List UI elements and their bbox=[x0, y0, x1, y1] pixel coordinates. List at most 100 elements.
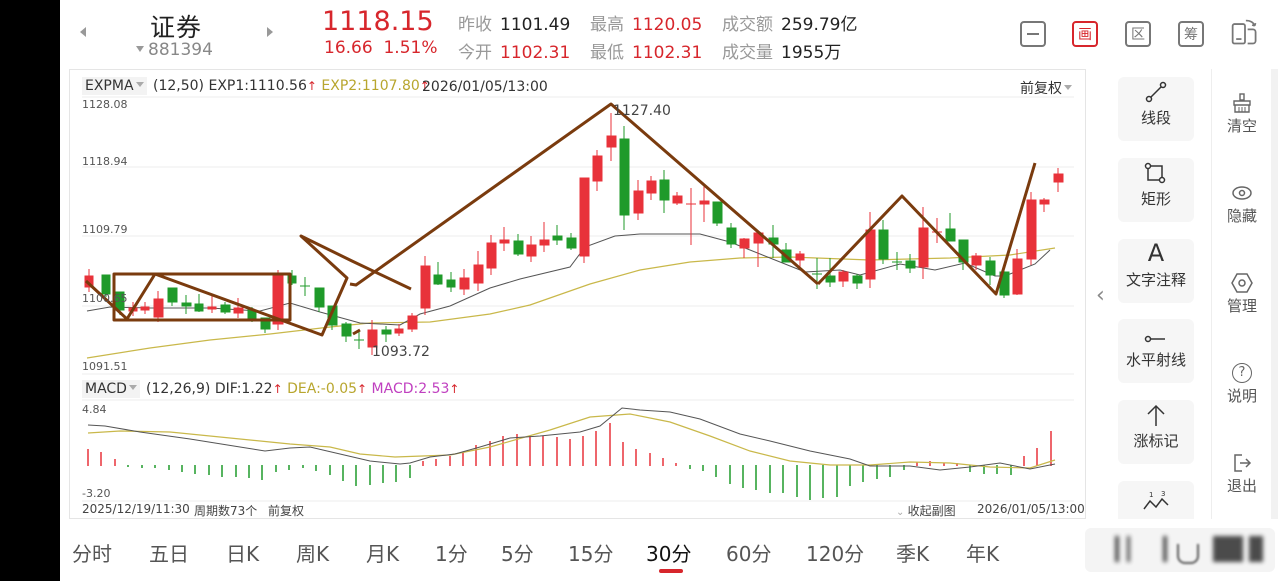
chips-icon: 筹 bbox=[1184, 27, 1198, 43]
caret-down-icon bbox=[1064, 85, 1072, 90]
manage-label: 清空 bbox=[1226, 117, 1257, 135]
adjust-selector[interactable]: 前复权 bbox=[1020, 78, 1072, 98]
tab-30min[interactable]: 30分 bbox=[646, 542, 692, 566]
tool-text-annotation[interactable]: A 文字注释 bbox=[1118, 239, 1194, 303]
exp1-value: EXP1:1110.56 bbox=[208, 78, 307, 94]
svg-text:3: 3 bbox=[1161, 490, 1165, 498]
change-value: 16.66 bbox=[324, 38, 373, 58]
tab-5min[interactable]: 5分 bbox=[501, 542, 534, 566]
adjust-label: 前复权 bbox=[1020, 81, 1062, 97]
stock-name: 证券 bbox=[150, 13, 203, 42]
collapse-subchart-button[interactable]: ⌄ 收起副图 bbox=[896, 502, 956, 519]
tab-intraday[interactable]: 分时 bbox=[72, 542, 112, 566]
tab-1min[interactable]: 1分 bbox=[435, 542, 468, 566]
chevron-down-icon: ⌄ bbox=[896, 507, 908, 518]
minus-icon bbox=[1027, 33, 1039, 35]
tab-yearly-k[interactable]: 年K bbox=[966, 542, 1000, 566]
macd-y-bottom: -3.20 bbox=[82, 487, 111, 500]
eye-icon bbox=[1232, 186, 1252, 200]
period-count: 周期数73个 bbox=[194, 504, 258, 518]
tab-15min[interactable]: 15分 bbox=[568, 542, 614, 566]
tool-up-mark[interactable]: 涨标记 bbox=[1118, 400, 1194, 464]
manage-label: 隐藏 bbox=[1226, 207, 1257, 225]
stat-high: 最高 1120.05 bbox=[590, 10, 702, 35]
stat-low: 最低 1102.31 bbox=[590, 38, 702, 63]
horizontal-ray-icon bbox=[1144, 335, 1165, 343]
up-mark-icon bbox=[1147, 404, 1165, 426]
up-arrow-icon: ↑ bbox=[306, 79, 317, 93]
tool-rectangle[interactable]: 矩形 bbox=[1118, 158, 1194, 222]
manage-button[interactable]: 管理 bbox=[1212, 271, 1272, 316]
tab-monthly-k[interactable]: 月K bbox=[366, 542, 400, 566]
blurred-overlay-widget bbox=[1085, 528, 1275, 572]
caret-down-icon bbox=[136, 46, 144, 52]
indicator-params: (12,50) bbox=[153, 78, 205, 94]
expma-values: (12,50) EXP1:1110.56↑ EXP2:1107.80↑ bbox=[153, 78, 430, 94]
clear-button[interactable]: 清空 bbox=[1212, 91, 1272, 136]
minimize-button[interactable] bbox=[1020, 21, 1046, 47]
help-button[interactable]: ? 说明 bbox=[1212, 361, 1272, 406]
stat-prev-close: 昨收 1101.49 bbox=[458, 10, 570, 35]
text-annotation-icon: A bbox=[1147, 239, 1165, 267]
tab-quarterly-k[interactable]: 季K bbox=[896, 542, 930, 566]
last-price: 1118.15 bbox=[322, 6, 434, 37]
up-arrow-icon: ↑ bbox=[449, 382, 460, 396]
price-change: 16.66 1.51% bbox=[324, 38, 438, 58]
svg-text:1: 1 bbox=[1149, 491, 1153, 499]
draw-button[interactable]: 画 bbox=[1072, 21, 1098, 47]
exit-button[interactable]: 退出 bbox=[1212, 451, 1272, 496]
tab-60min[interactable]: 60分 bbox=[726, 542, 772, 566]
previous-stock-arrow-icon[interactable] bbox=[80, 27, 86, 37]
stat-value: 1102.31 bbox=[632, 43, 703, 63]
broom-icon bbox=[1233, 93, 1251, 113]
range-button[interactable]: 区 bbox=[1125, 21, 1151, 47]
tab-120min[interactable]: 120分 bbox=[806, 542, 865, 566]
stat-turnover: 成交额 259.79亿 bbox=[722, 10, 857, 35]
hexagon-settings-icon bbox=[1231, 273, 1253, 293]
tab-daily-k[interactable]: 日K bbox=[226, 542, 260, 566]
indicator-name: EXPMA bbox=[85, 78, 134, 94]
up-arrow-icon: ↑ bbox=[419, 79, 430, 93]
chevron-left-icon[interactable]: ‹ bbox=[1096, 283, 1105, 308]
caret-down-icon bbox=[135, 82, 144, 87]
manage-label: 说明 bbox=[1226, 387, 1257, 405]
tool-line-segment[interactable]: 线段 bbox=[1118, 77, 1194, 141]
manage-label: 管理 bbox=[1226, 297, 1257, 315]
stat-label: 成交额 bbox=[722, 15, 773, 35]
macd-values: (12,26,9) DIF:1.22↑ DEA:-0.05↑ MACD:2.53… bbox=[146, 381, 459, 397]
change-percent: 1.51% bbox=[383, 38, 438, 58]
active-tab-indicator bbox=[659, 569, 683, 573]
cursor-time: 2026/01/05/13:00 bbox=[422, 79, 548, 95]
stock-code-selector[interactable]: 881394 bbox=[136, 40, 213, 60]
tool-label: 水平射线 bbox=[1125, 351, 1186, 369]
chips-button[interactable]: 筹 bbox=[1178, 21, 1204, 47]
y-axis-label: 1100.65 bbox=[82, 292, 128, 305]
stat-label: 今开 bbox=[458, 43, 492, 63]
stat-label: 最低 bbox=[590, 43, 624, 63]
macd-y-top: 4.84 bbox=[82, 403, 107, 416]
kline-chart-panel[interactable]: EXPMA (12,50) EXP1:1110.56↑ EXP2:1107.80… bbox=[69, 69, 1086, 519]
collapse-label: 收起副图 bbox=[907, 504, 956, 518]
dif-value: DIF:1.22 bbox=[214, 381, 273, 397]
y-axis-label: 1091.51 bbox=[82, 360, 128, 373]
dea-value: DEA:-0.05 bbox=[287, 381, 358, 397]
tool-label: 文字注释 bbox=[1125, 271, 1186, 289]
candlesticks bbox=[84, 113, 1064, 355]
drawn-annotations bbox=[84, 102, 1037, 337]
next-stock-arrow-icon[interactable] bbox=[267, 27, 273, 37]
end-time: 2026/01/05/13:00 bbox=[977, 502, 1085, 516]
rotate-screen-icon[interactable] bbox=[1229, 17, 1261, 47]
stat-value: 1101.49 bbox=[500, 15, 571, 35]
sub-indicator-selector[interactable]: MACD bbox=[82, 380, 140, 398]
tab-weekly-k[interactable]: 周K bbox=[296, 542, 330, 566]
tool-label: 线段 bbox=[1140, 109, 1171, 127]
tab-five-day[interactable]: 五日 bbox=[149, 542, 189, 566]
hide-button[interactable]: 隐藏 bbox=[1212, 181, 1272, 226]
draw-icon: 画 bbox=[1078, 27, 1092, 43]
tool-horizontal-ray[interactable]: 水平射线 bbox=[1118, 319, 1194, 383]
line-segment-icon bbox=[1145, 81, 1167, 103]
start-time: 2025/12/19/11:30 bbox=[82, 502, 190, 516]
main-indicator-selector[interactable]: EXPMA bbox=[82, 77, 147, 95]
stat-volume: 成交量 1955万 bbox=[722, 38, 841, 63]
